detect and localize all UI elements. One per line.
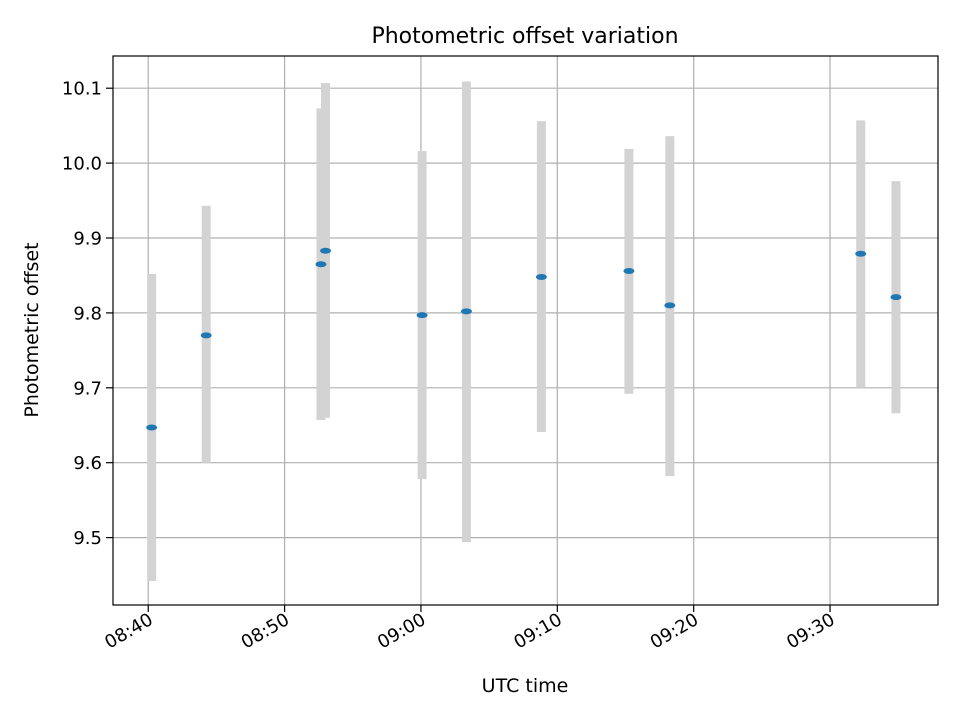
chart-title: Photometric offset variation (371, 24, 678, 49)
y-tick-label: 9.8 (73, 303, 102, 324)
y-tick-label: 10.0 (62, 154, 102, 175)
y-tick-label: 10.1 (62, 79, 102, 100)
data-point (146, 424, 158, 431)
data-point (855, 250, 867, 257)
x-axis-label: UTC time (482, 675, 569, 697)
y-tick-label: 9.6 (73, 453, 102, 474)
data-point (890, 294, 902, 301)
y-tick-label: 9.9 (73, 229, 102, 250)
y-axis-label: Photometric offset (21, 242, 43, 417)
marker-layer (146, 247, 902, 431)
data-point (320, 247, 331, 254)
y-tick-label: 9.5 (73, 528, 102, 549)
data-point (416, 312, 428, 319)
data-point (315, 261, 327, 268)
data-point (535, 273, 547, 280)
data-point (460, 308, 472, 315)
plot-frame (112, 55, 939, 606)
y-tick-label: 9.7 (73, 378, 102, 399)
data-point (623, 267, 635, 274)
data-point (200, 332, 212, 339)
y-axis-ticks: 9.5 9.6 9.7 9.8 9.9 10.0 10.1 (62, 79, 113, 549)
data-point (664, 302, 676, 309)
